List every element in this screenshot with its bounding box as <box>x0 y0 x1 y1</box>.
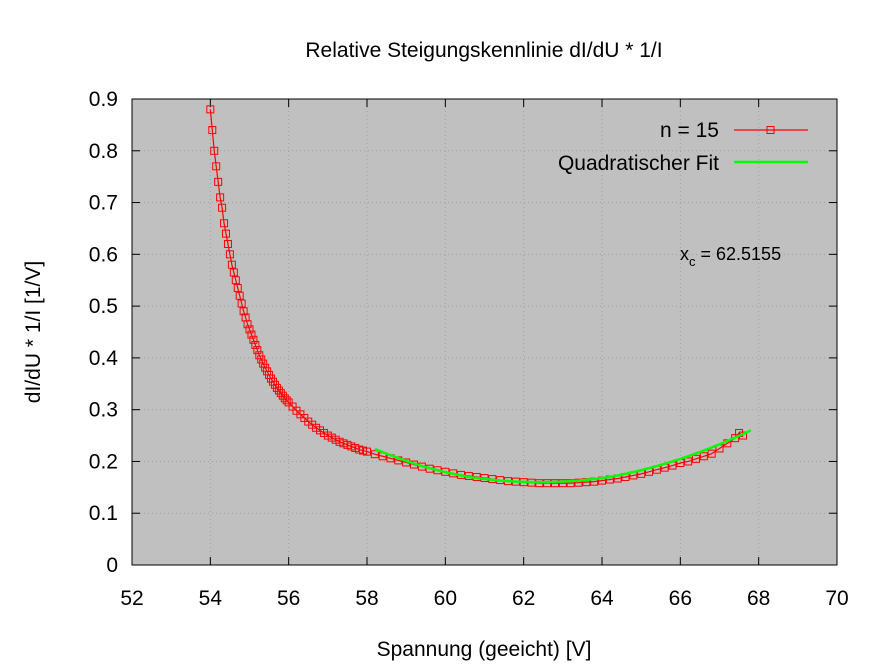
data-point <box>566 479 575 488</box>
data-point <box>558 479 567 488</box>
legend-label-series-2: Quadratischer Fit <box>558 152 719 175</box>
data-point <box>692 454 700 463</box>
y-tick-label: 0.9 <box>89 88 118 111</box>
data-point <box>363 447 371 456</box>
x-tick-label: 68 <box>747 587 770 610</box>
y-tick-label: 0.1 <box>89 502 118 525</box>
data-point <box>370 450 379 459</box>
data-point <box>235 291 244 300</box>
data-point <box>220 219 229 228</box>
data-point <box>206 105 215 114</box>
y-tick-label: 0 <box>106 554 118 577</box>
data-point <box>257 355 266 364</box>
data-point <box>237 299 246 308</box>
grid <box>132 99 837 565</box>
data-point <box>282 396 291 405</box>
series-layer <box>206 105 752 488</box>
data-point <box>223 239 232 248</box>
legend: n = 15 Quadratischer Fit <box>558 119 808 175</box>
data-point <box>216 193 225 202</box>
x-tick-label: 58 <box>355 587 378 610</box>
y-axis-label: dI/dU * 1/I [1/V] <box>22 261 45 403</box>
data-point <box>225 250 234 259</box>
annotation-value: = 62.5155 <box>696 244 782 264</box>
data-point <box>218 203 227 212</box>
data-point <box>222 229 230 238</box>
data-point <box>707 449 716 458</box>
y-tick-label: 0.2 <box>89 450 118 473</box>
data-point <box>231 276 240 285</box>
y-tick-label: 0.4 <box>89 347 119 370</box>
x-tick-label: 52 <box>120 587 143 610</box>
data-point <box>249 335 258 344</box>
y-tick-label: 0.8 <box>89 140 118 163</box>
data-point <box>229 268 238 277</box>
x-tick-label: 60 <box>434 587 457 610</box>
plot-area <box>132 99 837 565</box>
x-axis: 52 54 56 58 60 62 64 66 68 70 <box>120 99 849 610</box>
data-point <box>214 177 223 186</box>
fit-curve <box>374 429 752 484</box>
legend-marker-series-1 <box>766 126 775 134</box>
data-point <box>251 340 260 349</box>
plot-border <box>131 98 838 566</box>
data-point <box>253 346 262 355</box>
x-tick-label: 64 <box>590 587 614 610</box>
data-point <box>233 283 242 292</box>
x-tick-label: 66 <box>669 587 692 610</box>
data-point <box>259 359 268 368</box>
data-point <box>684 457 693 466</box>
data-point <box>243 320 252 329</box>
y-tick-label: 0.6 <box>89 243 118 266</box>
x-tick-label: 56 <box>277 587 300 610</box>
legend-label-series-1: n = 15 <box>660 119 719 142</box>
chart-title: Relative Steigungskennlinie dI/dU * 1/I <box>305 39 662 62</box>
data-point <box>699 452 708 461</box>
x-axis-label: Spannung (geeicht) [V] <box>377 638 592 661</box>
x-tick-label: 54 <box>199 587 223 610</box>
data-point <box>245 325 254 334</box>
data-point <box>255 351 264 360</box>
y-axis: 0 0.1 0.2 0.3 0.4 0.5 0.6 0.7 0.8 0.9 <box>89 88 837 577</box>
y-tick-label: 0.3 <box>89 399 118 422</box>
data-point <box>239 307 248 316</box>
y-tick-label: 0.5 <box>89 295 118 318</box>
data-point <box>208 126 217 135</box>
series-line-n-15 <box>209 109 744 484</box>
data-point <box>210 146 219 155</box>
data-point <box>227 260 236 269</box>
data-point <box>247 330 256 339</box>
x-tick-label: 70 <box>825 587 848 610</box>
y-tick-label: 0.7 <box>89 192 118 215</box>
critical-value-annotation: xc = 62.5155 <box>680 244 781 269</box>
data-point <box>212 162 221 171</box>
annotation-subscript: c <box>689 254 696 269</box>
x-tick-label: 62 <box>512 587 535 610</box>
data-point <box>574 478 583 487</box>
annotation-prefix: x <box>680 244 689 264</box>
